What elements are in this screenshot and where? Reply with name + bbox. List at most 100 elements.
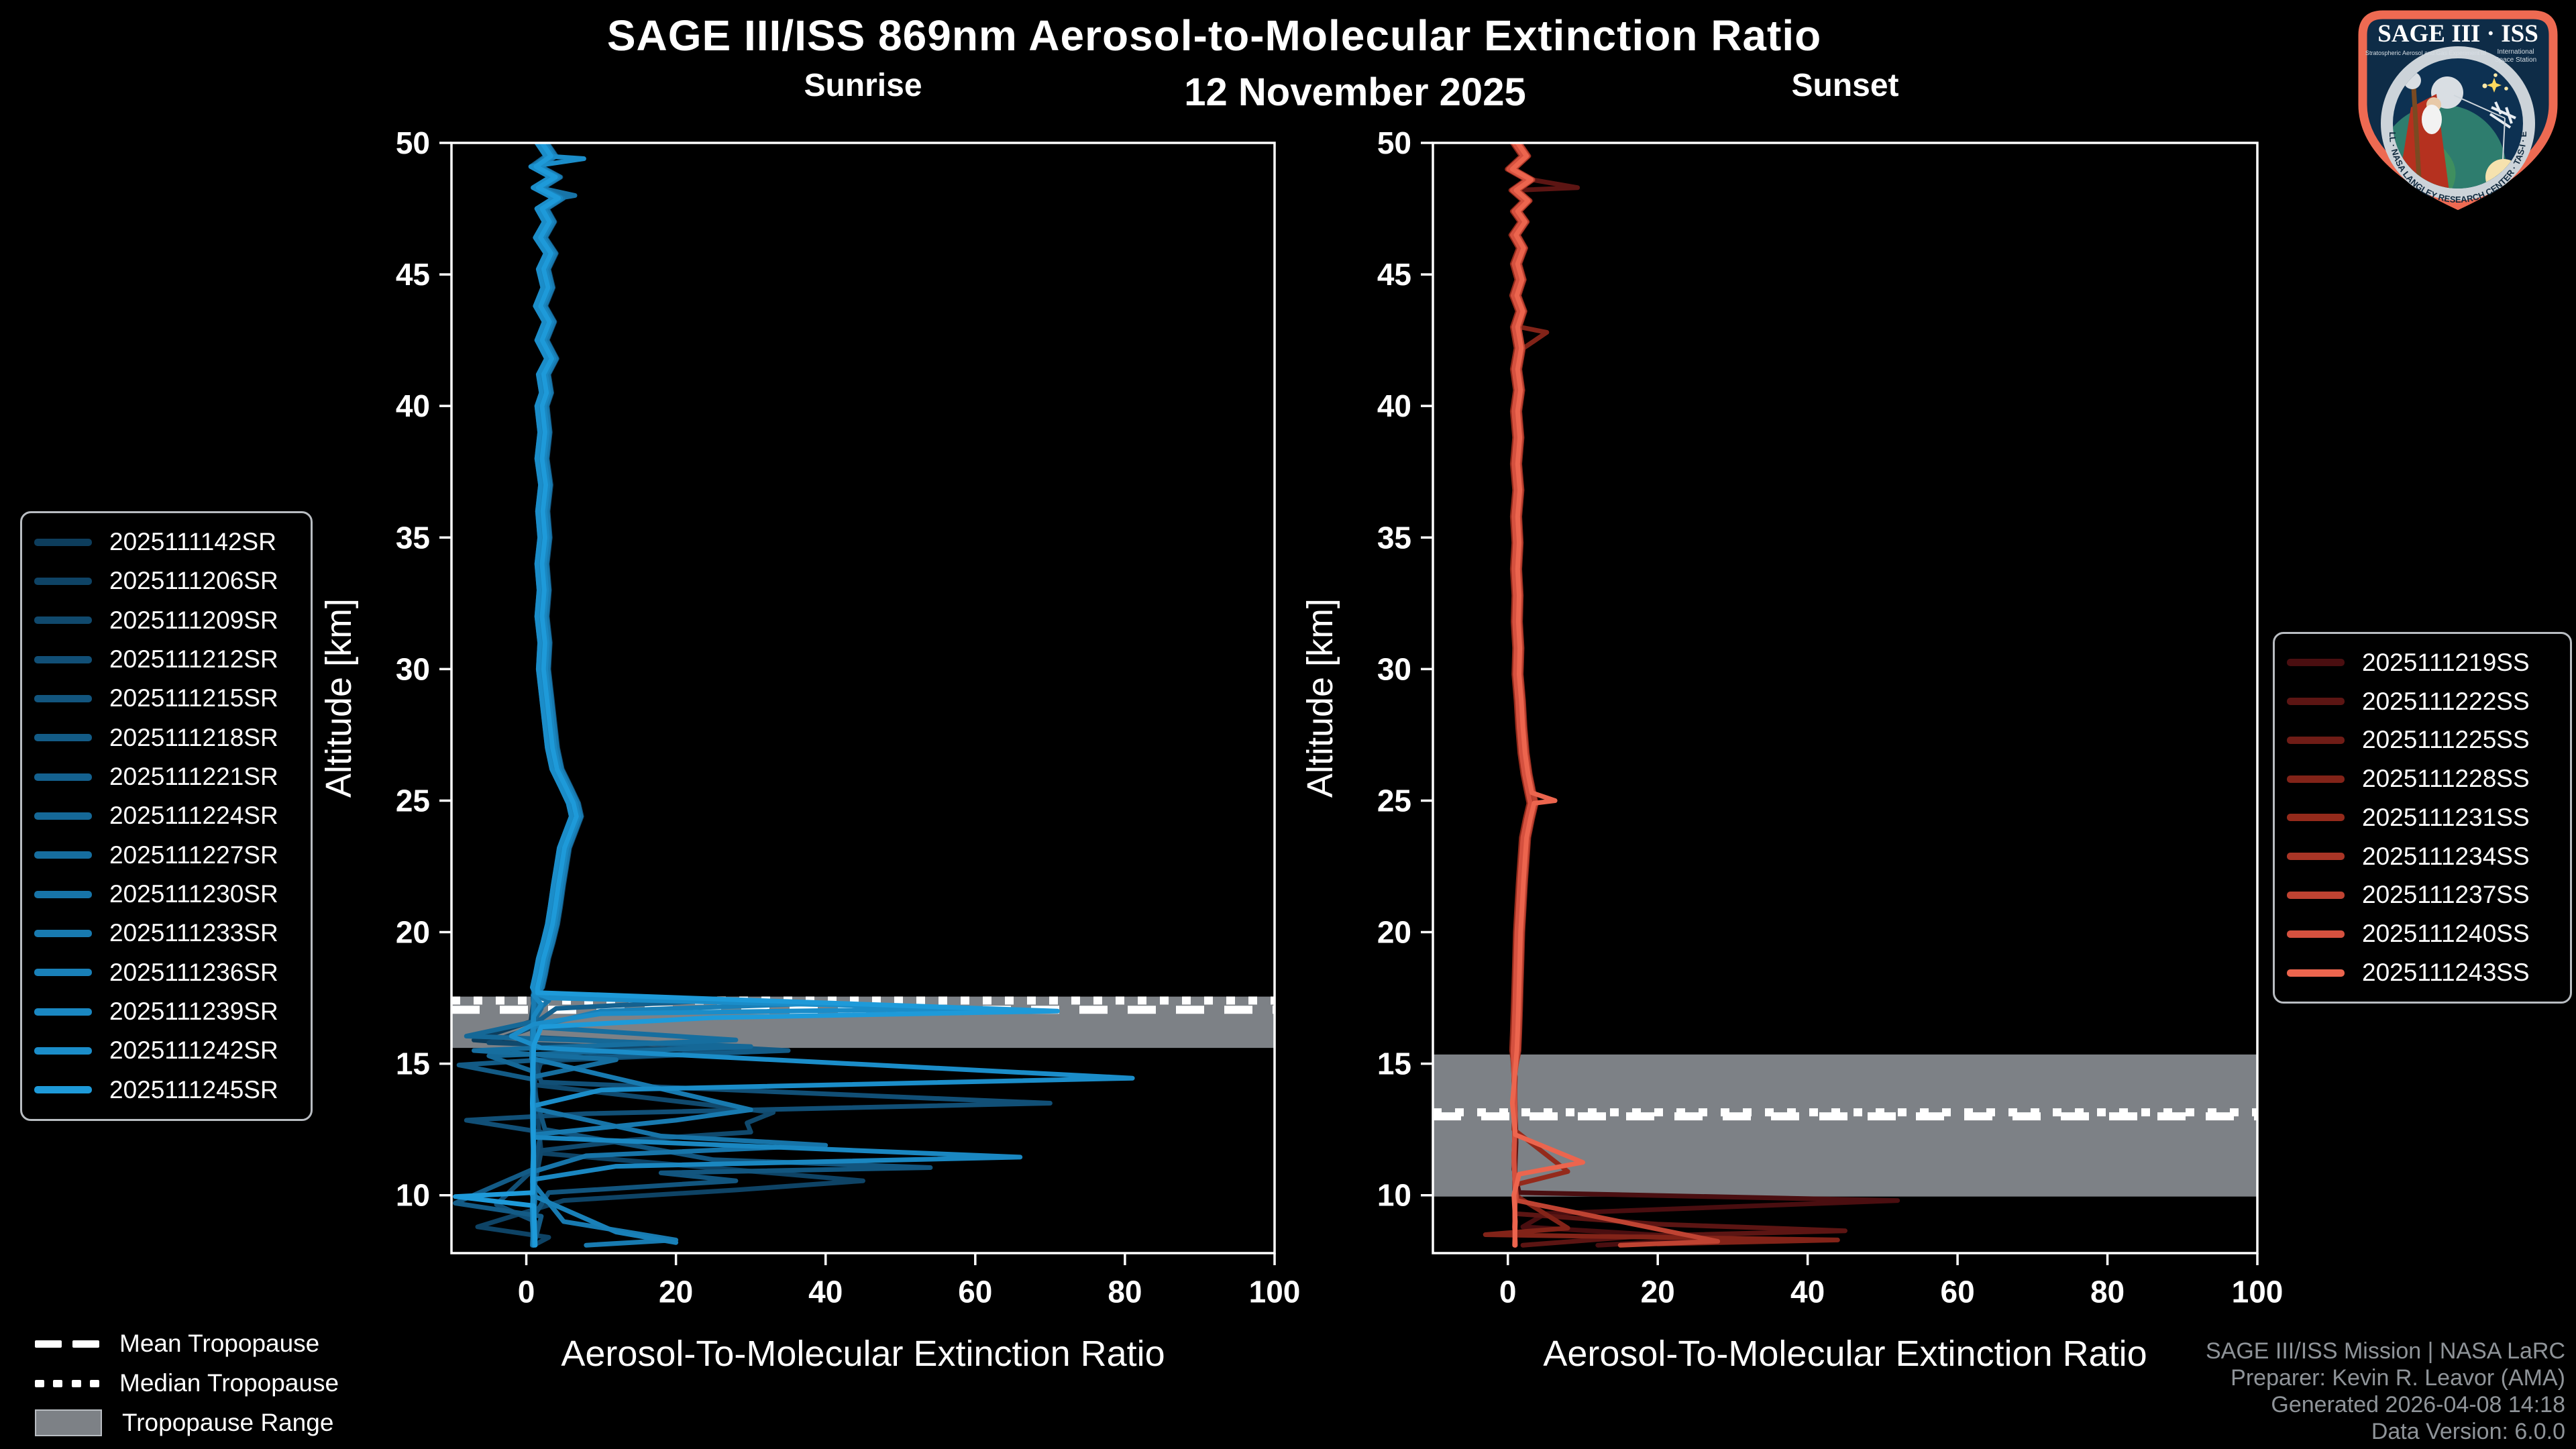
y-tick-label: 50 [1377, 125, 1411, 160]
sunset-legend: 2025111219SS 2025111222SS 2025111225SS 2025… [2273, 632, 2572, 1004]
series-line-2025111236SR [530, 143, 828, 1245]
legend-line-swatch [2287, 736, 2345, 744]
logo-subtitle-right2: Space Station [2495, 56, 2536, 64]
legend-line-swatch [2287, 930, 2345, 938]
series-line-2025111243SS [1509, 143, 1585, 1248]
median-tropopause-legend-item: Median Tropopause [35, 1369, 339, 1397]
mean-tropopause-dashed-swatch [35, 1340, 99, 1348]
median-tropopause-dotted-swatch [35, 1379, 99, 1387]
logo-subtitle-left: Stratospheric Aerosol and Gas Experiment… [2365, 50, 2486, 56]
legend-label: 2025111242SR [109, 1036, 278, 1065]
legend-item: 2025111234SS [2287, 843, 2555, 871]
legend-line-swatch [34, 969, 92, 977]
legend-line-swatch [2287, 891, 2345, 899]
legend-label: 2025111209SR [109, 606, 278, 634]
legend-item: 2025111231SS [2287, 804, 2555, 832]
y-tick-label: 45 [1377, 257, 1411, 292]
x-tick-label: 80 [2090, 1275, 2125, 1309]
x-axis-label: Aerosol-To-Molecular Extinction Ratio [561, 1334, 1165, 1374]
legend-item: 2025111243SS [2287, 959, 2555, 987]
sunset-panel-title: Sunset [1791, 68, 1899, 103]
logo-iss [2489, 101, 2516, 129]
legend-label: 2025111228SS [2362, 765, 2530, 793]
x-tick-label: 60 [1941, 1275, 1975, 1309]
legend-label: 2025111215SR [109, 684, 278, 712]
legend-line-swatch [34, 734, 92, 742]
legend-item: 2025111212SR [34, 645, 296, 674]
y-tick-label: 35 [396, 520, 430, 555]
legend-label: 2025111240SS [2362, 920, 2530, 948]
legend-item: 2025111142SR [34, 528, 296, 556]
legend-label: 2025111231SS [2362, 803, 2530, 831]
x-axis-label: Aerosol-To-Molecular Extinction Ratio [1543, 1334, 2147, 1374]
legend-line-swatch [2287, 853, 2345, 861]
tropopause-range-band [1433, 1054, 2257, 1197]
legend-item: 2025111240SS [2287, 920, 2555, 948]
attribution-footer: SAGE III/ISS Mission | NASA LaRC Preparer… [2206, 1338, 2565, 1445]
legend-item: 2025111245SR [34, 1076, 296, 1104]
legend-item: 2025111233SR [34, 919, 296, 947]
tropopause-range-swatch [35, 1409, 102, 1436]
logo-figure-beard [2422, 105, 2442, 134]
legend-item: 2025111219SS [2287, 649, 2555, 677]
legend-label: 2025111236SR [109, 958, 278, 986]
y-tick-label: 25 [396, 783, 430, 818]
y-tick-label: 35 [1377, 520, 1411, 555]
legend-line-swatch [34, 773, 92, 781]
y-tick-label: 30 [396, 651, 430, 686]
tropopause-legend: Mean Tropopause Median Tropopause Tropop… [35, 1330, 339, 1437]
legend-line-swatch [34, 694, 92, 702]
y-axis-label: Altitude [km] [319, 598, 359, 798]
x-tick-label: 100 [1249, 1275, 1301, 1309]
y-tick-label: 50 [396, 125, 430, 160]
legend-label: 2025111230SR [109, 880, 278, 908]
legend-label: 2025111237SS [2362, 881, 2530, 909]
legend-item: 2025111228SS [2287, 765, 2555, 793]
legend-item: 2025111222SS [2287, 688, 2555, 716]
median-tropopause-label: Median Tropopause [119, 1369, 339, 1397]
logo-title: SAGE III · ISS [2377, 20, 2538, 48]
y-tick-label: 40 [1377, 388, 1411, 423]
x-tick-label: 20 [1641, 1275, 1675, 1309]
legend-label: 2025111142SR [109, 528, 276, 556]
x-tick-label: 100 [2232, 1275, 2284, 1309]
legend-line-swatch [34, 1008, 92, 1016]
legend-line-swatch [34, 890, 92, 898]
series-line-2025111245SR [453, 143, 1060, 1248]
series-line-2025111215SR [528, 143, 933, 1248]
legend-line-swatch [2287, 814, 2345, 822]
series-line-2025111227SR [472, 143, 739, 1248]
logo-beam [2453, 95, 2506, 119]
legend-item: 2025111236SR [34, 959, 296, 987]
legend-line-swatch [34, 577, 92, 585]
legend-line-swatch [34, 1046, 92, 1055]
sunrise-panel-title: Sunrise [804, 68, 922, 103]
legend-label: 2025111219SS [2362, 648, 2530, 676]
series-line-2025111224SR [464, 143, 753, 1248]
logo-star [2482, 83, 2487, 89]
mission-logo: SAGE III · ISS Stratospheric Aerosol and… [2347, 5, 2558, 211]
legend-label: 2025111224SR [109, 802, 278, 830]
sunrise-legend: 2025111142SR 2025111206SR 2025111209SR 2025… [20, 511, 313, 1121]
y-tick-label: 30 [1377, 651, 1411, 686]
y-tick-label: 10 [396, 1178, 430, 1213]
legend-label: 2025111243SS [2362, 959, 2530, 986]
series-line-2025111233SR [529, 143, 753, 1248]
legend-line-swatch [34, 616, 92, 625]
plot-spines [450, 142, 1276, 1254]
legend-label: 2025111239SR [109, 998, 278, 1026]
x-tick-label: 40 [808, 1275, 843, 1309]
legend-item: 2025111225SS [2287, 726, 2555, 754]
x-tick-label: 60 [958, 1275, 992, 1309]
legend-item: 2025111224SR [34, 802, 296, 830]
x-tick-label: 40 [1790, 1275, 1825, 1309]
legend-label: 2025111227SR [109, 841, 278, 869]
legend-line-swatch [34, 1086, 92, 1094]
legend-label: 2025111245SR [109, 1075, 278, 1104]
footer-line: Generated 2026-04-08 14:18 [2271, 1392, 2565, 1417]
legend-line-swatch [34, 812, 92, 820]
date-subtitle: 12 November 2025 [1184, 70, 1526, 114]
mean-tropopause-legend-item: Mean Tropopause [35, 1330, 339, 1358]
legend-item: 2025111221SR [34, 763, 296, 791]
